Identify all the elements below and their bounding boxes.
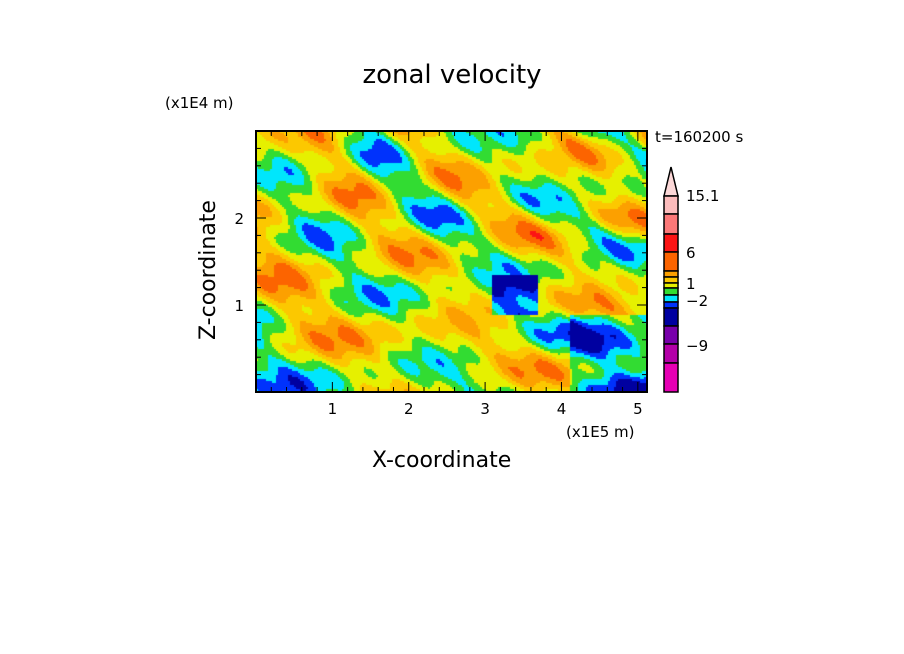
x-tick-label: 5 [633, 400, 643, 418]
colorbar-segment [663, 251, 679, 272]
colorbar-segment [663, 233, 679, 253]
y-axis-label: Z-coordinate [196, 200, 221, 340]
x-scale-label: (x1E5 m) [566, 423, 635, 441]
colorbar-label: −9 [686, 337, 708, 355]
x-tick-label: 3 [480, 400, 490, 418]
colorbar-label: 6 [686, 244, 696, 262]
contour-field [256, 131, 647, 392]
time-label: t=160200 s [655, 128, 744, 146]
plot-frame [255, 130, 648, 393]
y-tick-label: 1 [234, 297, 244, 315]
colorbar-segment [663, 287, 679, 296]
colorbar-label: 15.1 [686, 187, 719, 205]
x-tick-label: 4 [557, 400, 567, 418]
colorbar-segment [663, 294, 679, 303]
colorbar-extend-triangle [663, 166, 679, 197]
colorbar-segment [663, 362, 679, 393]
y-scale-label: (x1E4 m) [165, 94, 234, 112]
colorbar-segment [663, 276, 679, 284]
colorbar-segment [663, 213, 679, 235]
colorbar-segment [663, 343, 679, 364]
y-tick-label: 2 [234, 210, 244, 228]
chart-title: zonal velocity [362, 60, 542, 90]
x-tick-label: 2 [404, 400, 414, 418]
colorbar-segment [663, 307, 679, 327]
x-tick-label: 1 [328, 400, 338, 418]
x-axis-label: X-coordinate [372, 448, 512, 473]
colorbar-segment [663, 195, 679, 215]
colorbar-label: −2 [686, 292, 708, 310]
colorbar-segment [663, 270, 679, 278]
colorbar-segment [663, 301, 679, 309]
colorbar-label: 1 [686, 275, 696, 293]
colorbar-segment [663, 325, 679, 345]
